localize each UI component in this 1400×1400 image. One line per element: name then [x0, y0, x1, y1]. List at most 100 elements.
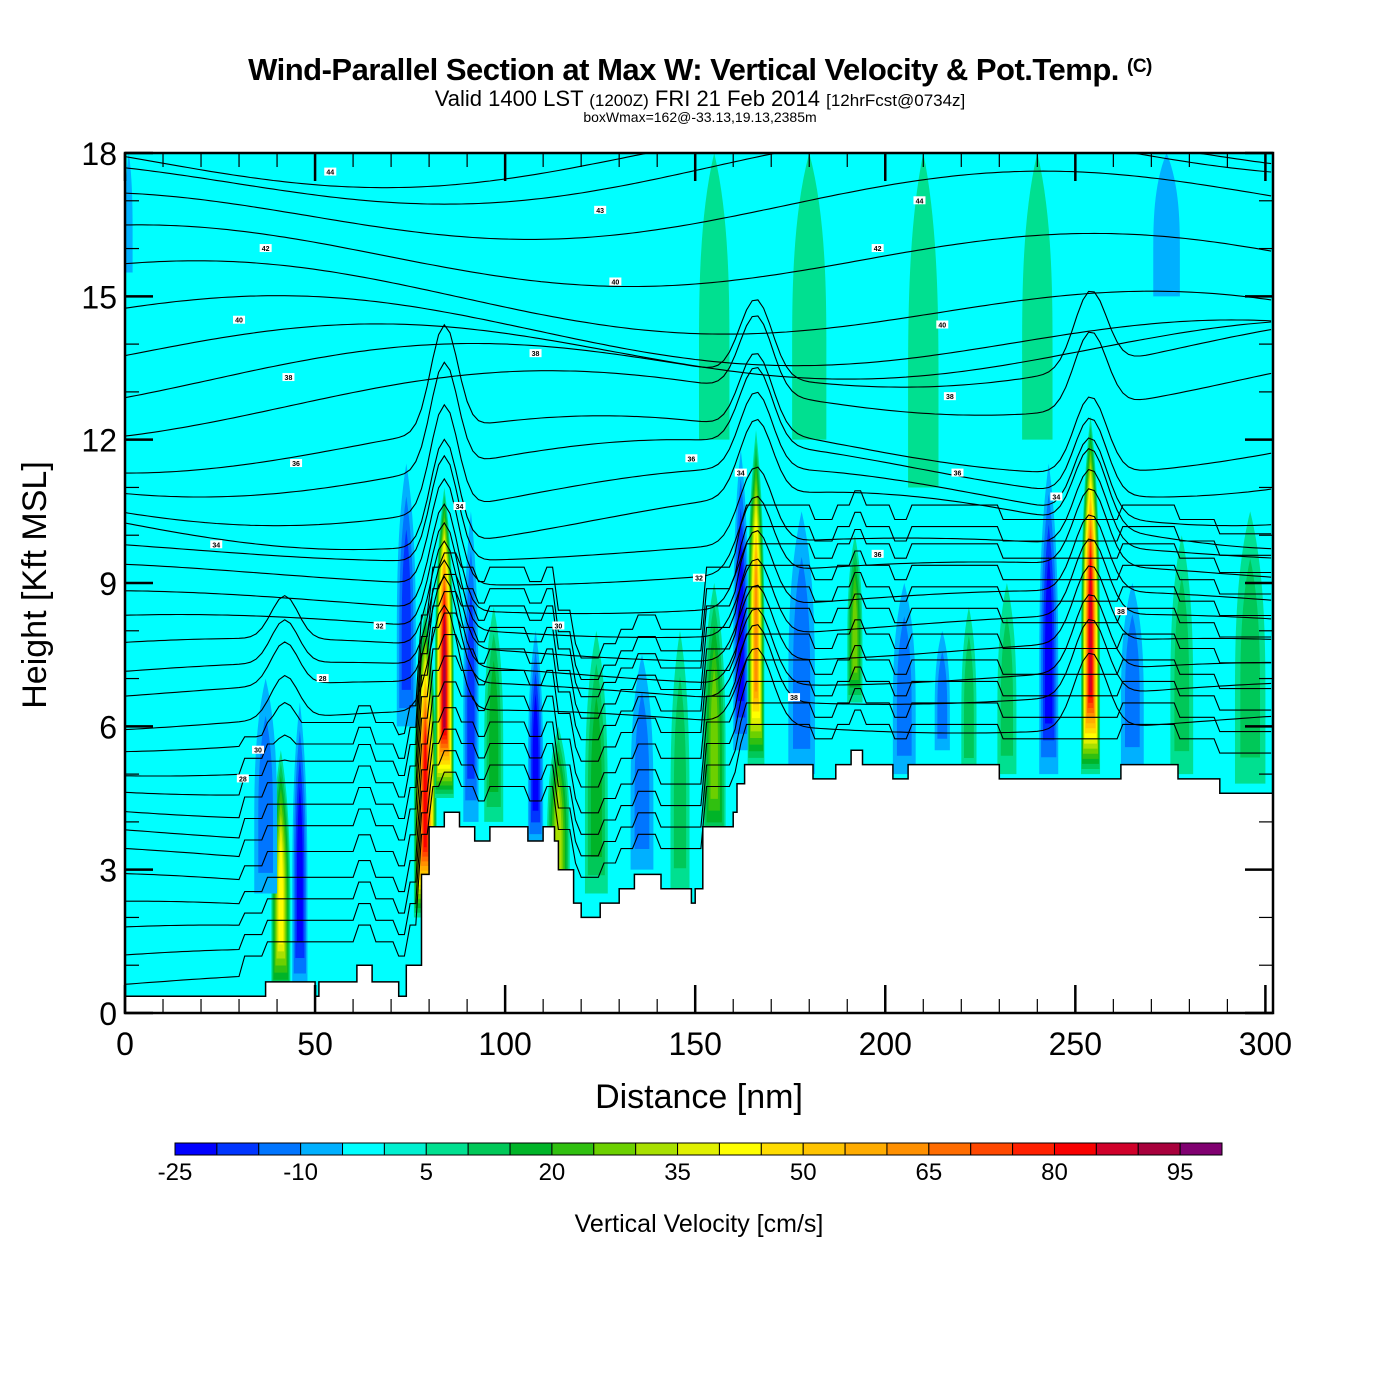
colorbar-swatch — [677, 1142, 720, 1156]
contour-label-background — [1114, 607, 1127, 616]
y-tick-label: 12 — [81, 423, 117, 459]
isentrope-line — [125, 321, 1272, 380]
contour-label-background — [734, 468, 747, 477]
contour-label-background — [951, 468, 964, 477]
colorbar-swatch — [1012, 1142, 1055, 1156]
isentrope-line — [125, 666, 1272, 928]
contour-label-background — [529, 349, 542, 358]
velocity-cell — [396, 463, 416, 727]
colorbar-swatch — [1053, 1142, 1097, 1156]
y-axis-tick-labels: 0 3 6 9 12 15 18 — [81, 136, 117, 1032]
colorbar-swatch — [1179, 1142, 1223, 1156]
contour-label-background — [233, 315, 246, 324]
colorbar-tick-label: 95 — [1167, 1159, 1194, 1186]
velocity-contour-fill — [673, 676, 687, 869]
velocity-cell — [892, 583, 916, 775]
contour-label: 36 — [871, 549, 884, 559]
contour-label-text: 34 — [737, 471, 745, 478]
contour-label-background — [252, 745, 265, 754]
contour-label: 38 — [529, 349, 542, 358]
isentrope-line — [125, 575, 1272, 705]
isentrope-line — [125, 260, 1272, 335]
contour-label-text: 42 — [262, 246, 270, 253]
contour-label: 32 — [693, 573, 705, 583]
velocity-contour-fill — [1045, 554, 1053, 724]
contour-label-background — [609, 277, 622, 286]
velocity-contour-fill — [937, 651, 948, 739]
velocity-cell — [934, 630, 950, 751]
velocity-contour-fill — [634, 691, 650, 849]
contour-label-text: 38 — [1117, 609, 1125, 616]
velocity-cell — [792, 153, 827, 440]
colorbar-swatch — [970, 1142, 1014, 1156]
y-tick-label: 9 — [99, 566, 117, 602]
colorbar-swatch — [216, 1142, 260, 1156]
velocity-contour-fill — [852, 588, 858, 673]
colorbar-tick-label: 50 — [790, 1159, 817, 1186]
velocity-contour-fill — [532, 693, 539, 811]
contour-label-text: 40 — [235, 318, 243, 325]
contour-label: 40 — [609, 277, 622, 287]
contour-labels: 28 30 28 32 34 34 30 32 34 36 36 36 36 34 38 38 38 38 38 40… — [210, 167, 1127, 783]
x-axis-label: Distance [nm] — [595, 1078, 803, 1116]
velocity-contour-fill — [754, 561, 758, 692]
velocity-cell — [434, 487, 454, 798]
contour-label: 44 — [324, 167, 337, 177]
contour-label: 36 — [951, 468, 964, 478]
isentrope-line — [125, 391, 1272, 527]
copyright-mark: (C) — [1127, 56, 1152, 77]
velocity-cell — [670, 630, 690, 894]
contour-label: 40 — [936, 320, 949, 330]
velocity-contour-fill — [963, 635, 974, 759]
colorbar-swatch — [425, 1142, 469, 1156]
contour-label: 42 — [259, 244, 272, 253]
velocity-contour-fill — [1022, 153, 1053, 440]
contour-label-text: 34 — [212, 542, 220, 549]
colorbar-tick-label: -10 — [283, 1159, 318, 1186]
colorbar-swatch — [928, 1142, 972, 1156]
isentrope-line — [125, 418, 1272, 551]
contour-label: 38 — [1114, 607, 1127, 616]
contour-label-background — [685, 454, 698, 463]
colorbar-swatch — [509, 1142, 553, 1156]
velocity-contour-fill — [278, 839, 283, 945]
contour-label-text: 36 — [874, 552, 882, 559]
colorbar-swatch — [718, 1142, 762, 1156]
velocity-contour-fill — [792, 153, 827, 440]
isentrope-line — [125, 490, 1272, 753]
y-tick-label: 3 — [99, 853, 117, 889]
velocity-contour-fill — [1124, 614, 1140, 748]
contour-label-background — [282, 373, 295, 382]
axis-ticks — [123, 151, 1273, 1015]
contour-label-background — [943, 392, 956, 401]
contour-label: 40 — [233, 315, 246, 325]
contour-label-background — [693, 573, 705, 582]
colorbar-title: Vertical Velocity [cm/s] — [575, 1210, 824, 1238]
colorbar-swatch — [802, 1142, 846, 1156]
contour-label-background — [871, 549, 884, 558]
contour-label-background — [210, 540, 223, 549]
contour-label-text: 36 — [292, 461, 300, 468]
velocity-cell — [484, 606, 504, 822]
isentrope-line — [125, 323, 1272, 474]
y-tick-label: 18 — [81, 136, 117, 172]
contour-label-text: 42 — [874, 246, 882, 253]
contour-label-background — [236, 774, 249, 783]
contour-label-text: 30 — [554, 624, 562, 631]
velocity-contour-fill — [896, 616, 912, 756]
plot-frame — [123, 151, 1275, 1015]
isentrope-line — [125, 604, 1272, 734]
contour-label-background — [871, 244, 884, 253]
colorbar-tick-label: 35 — [664, 1159, 691, 1186]
velocity-contour-fill — [1240, 558, 1261, 758]
isentrope-line — [125, 295, 1272, 367]
contour-label-text: 38 — [532, 351, 540, 358]
x-tick-label: 0 — [116, 1026, 134, 1062]
colorbar-swatch — [174, 1142, 218, 1156]
contour-label: 38 — [788, 693, 801, 702]
velocity-contour-fill — [710, 667, 718, 799]
contour-label-background — [290, 459, 303, 468]
contour-label-text: 40 — [938, 323, 946, 330]
velocity-contour-fill — [1174, 576, 1190, 752]
velocity-cell — [1153, 153, 1180, 297]
